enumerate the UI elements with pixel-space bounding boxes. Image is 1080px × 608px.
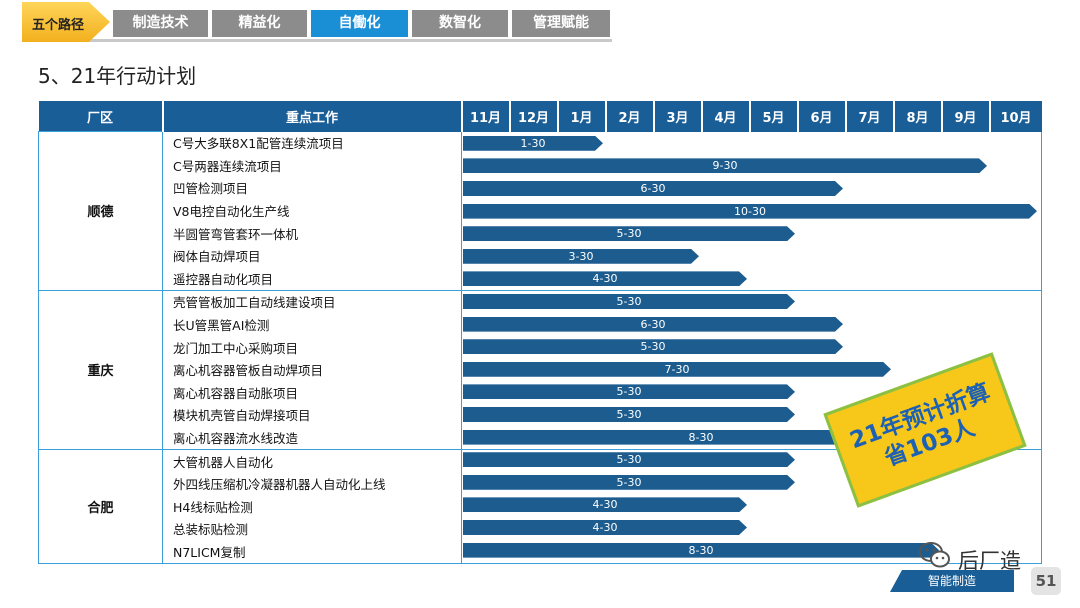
- gantt-bar: 4-30: [463, 520, 747, 535]
- gantt-bar: 1-30: [463, 136, 603, 151]
- header-month: 11月: [460, 101, 510, 132]
- nav-tab-lean[interactable]: 精益化: [212, 10, 307, 37]
- footer-tag: 智能制造: [890, 570, 1014, 592]
- gantt-bar: 5-30: [463, 339, 843, 354]
- header-month: 12月: [508, 101, 558, 132]
- header-month: 6月: [796, 101, 846, 132]
- nav-tab-management[interactable]: 管理赋能: [512, 10, 610, 37]
- task-name: 半圆管弯管套环一体机: [162, 221, 462, 245]
- gantt-bar: 5-30: [463, 475, 795, 490]
- header-month: 5月: [748, 101, 798, 132]
- path-label: 五个路径: [32, 18, 85, 33]
- nav-tab-digital[interactable]: 数智化: [412, 10, 508, 37]
- task-name: 凹管检测项目: [162, 176, 462, 200]
- header-region: 厂区: [38, 101, 163, 132]
- table-row: 顺德 C号大多联8X1配管连续流项目: [38, 131, 1042, 291]
- wechat-icon: [919, 542, 950, 568]
- header-task: 重点工作: [161, 101, 462, 132]
- task-name: 壳管管板加工自动线建设项目: [162, 290, 462, 314]
- task-name: 离心机容器流水线改造: [162, 426, 462, 450]
- gantt-bar: 6-30: [463, 181, 843, 196]
- gantt-bar: 5-30: [463, 294, 795, 309]
- task-name: V8电控自动化生产线: [162, 199, 462, 222]
- gantt-bar: 8-30: [463, 430, 939, 445]
- header-month: 10月: [988, 101, 1042, 132]
- region-cell: 重庆: [38, 289, 163, 450]
- task-name: 离心机容器自动胀项目: [162, 381, 462, 404]
- header-month: 9月: [940, 101, 990, 132]
- task-name: 遥控器自动化项目: [162, 267, 462, 291]
- top-rule: [24, 39, 612, 42]
- header-month: 4月: [700, 101, 750, 132]
- header-month: 3月: [652, 101, 702, 132]
- nav-tab-automation[interactable]: 自働化: [311, 10, 408, 37]
- task-name: 龙门加工中心采购项目: [162, 335, 462, 359]
- task-name: C号大多联8X1配管连续流项目: [162, 131, 462, 155]
- gantt-bar: 5-30: [463, 226, 795, 241]
- gantt-bar: 4-30: [463, 497, 747, 512]
- gantt-bar: 5-30: [463, 407, 795, 422]
- gantt-bar: 4-30: [463, 271, 747, 286]
- task-name: 离心机容器管板自动焊项目: [162, 358, 462, 382]
- gantt-bar: 5-30: [463, 452, 795, 467]
- page-number: 51: [1031, 567, 1061, 595]
- gantt-bar: 3-30: [463, 249, 699, 264]
- path-badge: 五个路径: [22, 2, 110, 42]
- header-month: 2月: [604, 101, 654, 132]
- nav-tab-manufacturing-tech[interactable]: 制造技术: [113, 10, 208, 37]
- region-cell: 合肥: [38, 448, 163, 564]
- header-month: 8月: [892, 101, 942, 132]
- task-name: N7LICM复制: [162, 540, 462, 564]
- task-name: 外四线压缩机冷凝器机器人自动化上线: [162, 472, 462, 495]
- section-title: 5、21年行动计划: [38, 64, 197, 88]
- header-month: 7月: [844, 101, 894, 132]
- task-name: 阀体自动焊项目: [162, 244, 462, 268]
- timeline-cell: [461, 131, 1042, 155]
- gantt-bar: 6-30: [463, 317, 843, 332]
- task-name: 大管机器人自动化: [162, 449, 462, 473]
- watermark-text: 后厂造: [958, 549, 1021, 573]
- task-name: C号两器连续流项目: [162, 154, 462, 177]
- gantt-bar: 5-30: [463, 384, 795, 399]
- header-month: 1月: [556, 101, 606, 132]
- gantt-bar: 7-30: [463, 362, 891, 377]
- task-name: H4线标贴检测: [162, 495, 462, 518]
- table-header-row: 厂区 重点工作 11月 12月 1月 2月 3月 4月 5月 6月 7月 8月 …: [38, 101, 1042, 132]
- gantt-bars: 1-30 9-30 6-30 10-30 5-30 3-30 4-30 5-30 6-30 5-3…: [463, 132, 1041, 562]
- task-name: 总装标贴检测: [162, 517, 462, 541]
- task-name: 长U管黑管AI检测: [162, 313, 462, 336]
- gantt-bar: 8-30: [463, 543, 939, 558]
- task-name: 模块机壳管自动焊接项目: [162, 403, 462, 427]
- gantt-bar: 9-30: [463, 158, 987, 173]
- gantt-bar: 10-30: [463, 204, 1037, 219]
- region-cell: 顺德: [38, 131, 163, 291]
